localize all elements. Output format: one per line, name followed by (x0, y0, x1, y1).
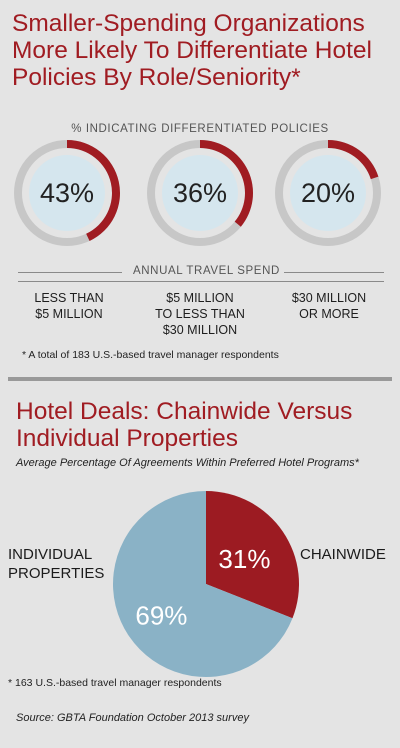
footnote-1: * A total of 183 U.S.-based travel manag… (22, 349, 279, 361)
section-divider (8, 377, 392, 381)
pie-value-label-1: 31% (218, 544, 270, 574)
pie-label-individual: INDIVIDUAL PROPERTIES (8, 545, 118, 583)
donut-chart-3: 20% (273, 138, 383, 248)
chart-title: Smaller-Spending Organizations More Like… (12, 10, 392, 91)
donut-value-label-2: 36% (145, 138, 255, 248)
source-note: Source: GBTA Foundation October 2013 sur… (16, 712, 249, 724)
pie-chart: 31% 69% (112, 490, 300, 678)
donut-value-label-3: 20% (273, 138, 383, 248)
divider-line-right (284, 272, 384, 273)
donut-chart-1: 43% (12, 138, 122, 248)
footnote-2: * 163 U.S.-based travel manager responde… (8, 677, 222, 689)
divider-line-left (18, 272, 122, 273)
donut-chart-2: 36% (145, 138, 255, 248)
divider-line-full (18, 281, 384, 282)
pie-title: Hotel Deals: Chainwide Versus Individual… (16, 398, 396, 452)
spend-category-2: $5 MILLION TO LESS THAN $30 MILLION (143, 290, 257, 338)
spend-heading: ANNUAL TRAVEL SPEND (133, 265, 280, 277)
pie-label-chainwide: CHAINWIDE (300, 545, 386, 564)
donut-value-label-1: 43% (12, 138, 122, 248)
pie-subtitle: Average Percentage Of Agreements Within … (16, 457, 400, 469)
donut-subtitle: % INDICATING DIFFERENTIATED POLICIES (0, 123, 400, 135)
spend-category-3: $30 MILLION OR MORE (272, 290, 386, 322)
pie-value-label-2: 69% (135, 600, 187, 630)
spend-category-1: LESS THAN $5 MILLION (14, 290, 124, 322)
